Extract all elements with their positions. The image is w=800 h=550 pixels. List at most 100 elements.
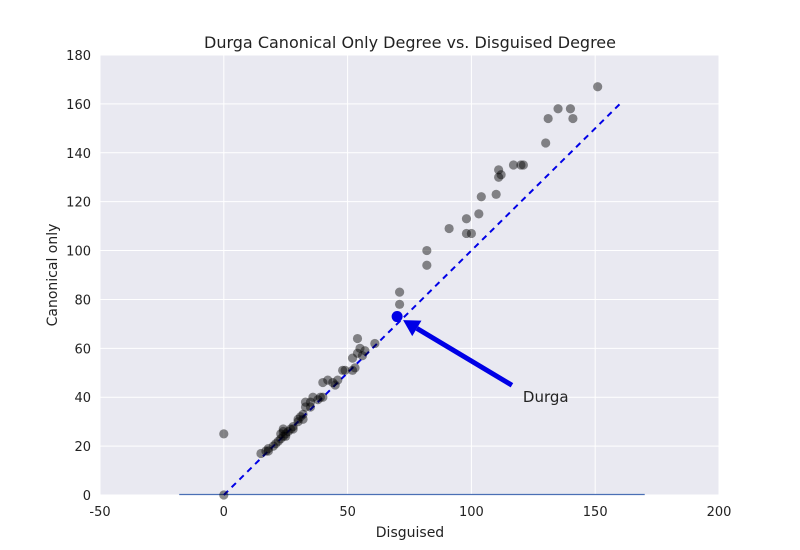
data-point: [300, 397, 311, 407]
data-point: [305, 397, 316, 407]
y-tick-label: 140: [66, 147, 91, 162]
data-point: [305, 402, 316, 412]
data-point: [273, 436, 283, 446]
plot-area: [100, 55, 719, 495]
data-point: [263, 446, 273, 456]
data-point: [476, 192, 486, 202]
data-point: [263, 443, 273, 454]
x-axis-ticks: -50 0 50 100 150 200: [89, 505, 731, 520]
y-tick-label: 180: [66, 49, 91, 64]
identity-line: [223, 103, 621, 496]
data-point: [355, 343, 365, 353]
durga-point: [391, 311, 403, 323]
data-point: [271, 439, 281, 449]
data-point: [553, 104, 563, 114]
data-point: [256, 448, 266, 459]
data-point: [565, 104, 576, 114]
data-point: [347, 353, 358, 363]
y-tick-label: 100: [66, 245, 91, 260]
data-point: [516, 160, 526, 170]
y-tick-label: 40: [74, 391, 91, 406]
y-tick-label: 60: [74, 342, 91, 357]
data-point: [394, 299, 405, 309]
data-point: [357, 351, 368, 361]
durga-label: Durga: [523, 388, 569, 406]
data-point: [286, 424, 296, 434]
data-point: [298, 414, 308, 424]
data-point: [330, 380, 340, 390]
data-point: [496, 170, 506, 180]
data-point: [461, 228, 472, 239]
y-axis-ticks: 0 20 40 60 80 100 120 140 160 180: [66, 49, 91, 504]
data-point: [543, 113, 553, 124]
data-point: [491, 189, 501, 199]
data-point: [295, 412, 306, 422]
grid-lines: [99, 54, 720, 496]
data-point: [444, 223, 454, 234]
data-point: [281, 429, 291, 439]
data-point: [347, 365, 358, 375]
y-tick-label: 80: [74, 293, 91, 308]
data-point: [494, 172, 504, 182]
data-point: [261, 446, 271, 456]
data-point: [313, 395, 323, 405]
x-tick-label: 150: [583, 505, 608, 520]
data-point: [508, 160, 519, 170]
data-point: [293, 417, 303, 427]
data-point: [328, 377, 338, 388]
y-tick-label: 120: [66, 196, 91, 211]
data-point: [394, 287, 405, 297]
data-point: [422, 260, 432, 270]
data-point: [283, 426, 293, 437]
data-point: [494, 165, 504, 175]
x-tick-label: 0: [220, 505, 228, 520]
data-point: [298, 409, 308, 419]
data-point: [308, 392, 318, 402]
data-point: [219, 490, 229, 500]
data-point: [422, 245, 432, 256]
data-point: [350, 363, 360, 373]
data-point: [276, 429, 286, 439]
data-point: [360, 346, 370, 356]
data-point: [466, 228, 476, 239]
y-tick-label: 160: [66, 98, 91, 113]
x-tick-label: 200: [707, 505, 732, 520]
y-tick-label: 0: [83, 489, 91, 504]
data-point: [288, 424, 298, 434]
data-point: [318, 377, 328, 388]
annotation-arrow-shaft: [415, 326, 514, 388]
data-point: [541, 138, 551, 148]
annotation-arrow-head: [403, 320, 422, 337]
data-point: [288, 421, 298, 432]
data-point: [278, 424, 288, 434]
reference-lines: [179, 103, 645, 496]
data-points: [219, 82, 603, 500]
x-tick-label: 100: [459, 505, 484, 520]
data-point: [370, 338, 380, 349]
durga-annotation: Durga: [391, 311, 569, 406]
data-point: [268, 441, 278, 451]
x-axis-label: Disguised: [376, 525, 444, 541]
y-axis-label: Canonical only: [45, 224, 61, 327]
data-point: [568, 113, 578, 124]
chart-title: Durga Canonical Only Degree vs. Disguise…: [204, 33, 616, 52]
data-point: [293, 414, 303, 424]
data-point: [333, 375, 343, 385]
data-point: [300, 402, 311, 412]
data-point: [315, 392, 325, 402]
data-point: [352, 348, 363, 358]
data-point: [461, 214, 472, 224]
data-point: [593, 82, 603, 92]
x-tick-label: -50: [89, 505, 110, 520]
x-tick-label: 50: [339, 505, 356, 520]
data-point: [352, 333, 363, 344]
data-point: [338, 365, 348, 375]
data-point: [219, 429, 229, 439]
data-point: [278, 431, 288, 441]
data-point: [340, 365, 350, 375]
data-point: [278, 426, 288, 437]
data-point: [281, 431, 291, 441]
data-point: [474, 209, 484, 219]
data-point: [318, 392, 328, 402]
